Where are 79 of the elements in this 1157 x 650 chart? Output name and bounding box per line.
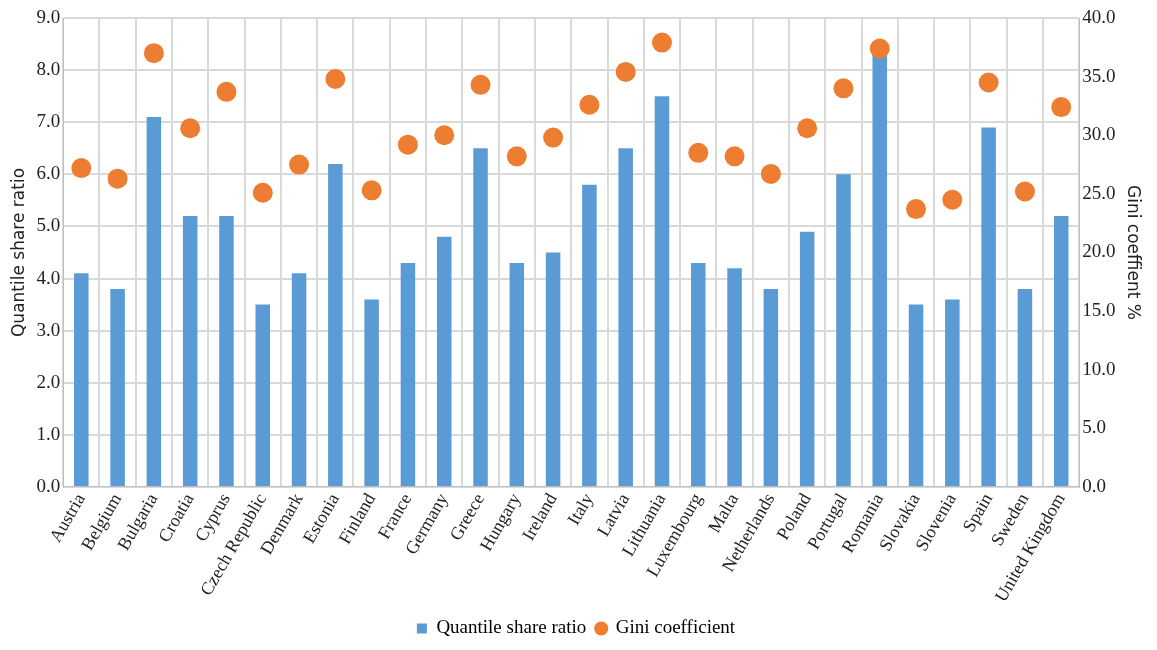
point <box>289 154 310 175</box>
y-tick-label: 3.0 <box>36 318 61 340</box>
y2-tick-label: 20.0 <box>1082 240 1116 262</box>
bar <box>509 262 525 486</box>
y-axis-title: Quantile share ratio <box>7 167 28 338</box>
y2-tick-label: 30.0 <box>1082 123 1116 145</box>
bar <box>255 304 271 486</box>
point <box>797 118 818 139</box>
y-tick-label: 4.0 <box>36 266 61 288</box>
y-tick-label: 7.0 <box>36 110 61 132</box>
point <box>688 142 709 163</box>
point <box>833 78 854 99</box>
y-tick-label: 6.0 <box>36 162 61 184</box>
point <box>434 125 455 146</box>
point <box>180 118 201 139</box>
point <box>470 74 491 95</box>
y-tick-label: 8.0 <box>36 58 61 80</box>
point <box>978 72 999 93</box>
y-tick-label: 9.0 <box>36 5 61 27</box>
point <box>760 163 781 184</box>
bar <box>981 127 996 486</box>
legend-label: Quantile share ratio <box>436 616 587 638</box>
point <box>543 127 564 148</box>
point <box>1014 181 1035 202</box>
point <box>71 158 92 179</box>
y2-tick-label: 10.0 <box>1082 357 1116 379</box>
point <box>942 189 963 210</box>
point <box>615 61 636 82</box>
bar <box>182 216 198 486</box>
bar <box>691 262 706 486</box>
bar <box>473 148 488 486</box>
bar <box>618 148 633 486</box>
point <box>906 199 927 220</box>
bar <box>400 262 416 486</box>
bar <box>110 288 125 486</box>
y2-tick-label: 40.0 <box>1082 5 1116 27</box>
bar <box>945 299 960 486</box>
bar <box>836 174 851 486</box>
y-tick-label: 2.0 <box>36 370 61 392</box>
bar <box>364 299 379 486</box>
bar <box>582 184 597 486</box>
point <box>506 146 527 167</box>
point <box>724 146 745 167</box>
point <box>107 168 128 189</box>
point <box>325 68 346 89</box>
y-tick-label: 1.0 <box>36 422 61 444</box>
bar <box>545 252 561 486</box>
point <box>1051 97 1072 118</box>
point <box>361 180 382 201</box>
bar <box>219 216 234 486</box>
point <box>252 182 273 203</box>
bar <box>763 288 779 486</box>
point <box>143 43 164 64</box>
bar <box>1053 216 1069 486</box>
y-tick-label: 0.0 <box>36 474 61 496</box>
y2-tick-label: 5.0 <box>1082 416 1107 438</box>
point <box>579 94 600 115</box>
y2-tick-label: 35.0 <box>1082 64 1116 86</box>
legend-label: Gini coefficient <box>615 616 736 638</box>
bar <box>146 117 162 486</box>
point <box>869 38 890 59</box>
point <box>216 81 237 102</box>
y2-tick-label: 0.0 <box>1082 474 1107 496</box>
bar <box>799 231 815 486</box>
bar <box>1017 288 1033 486</box>
bar <box>436 236 452 486</box>
y2-tick-label: 25.0 <box>1082 181 1116 203</box>
y2-axis-title: Gini coeffient % <box>1124 185 1145 320</box>
bar <box>654 96 670 486</box>
bar <box>908 304 924 486</box>
bar <box>727 268 742 486</box>
bar <box>291 273 307 486</box>
y2-tick-label: 15.0 <box>1082 299 1116 321</box>
bar <box>872 54 887 486</box>
bar <box>328 163 343 486</box>
point <box>651 32 672 53</box>
y-tick-label: 5.0 <box>36 214 61 236</box>
bar <box>74 273 89 486</box>
point <box>397 134 418 155</box>
